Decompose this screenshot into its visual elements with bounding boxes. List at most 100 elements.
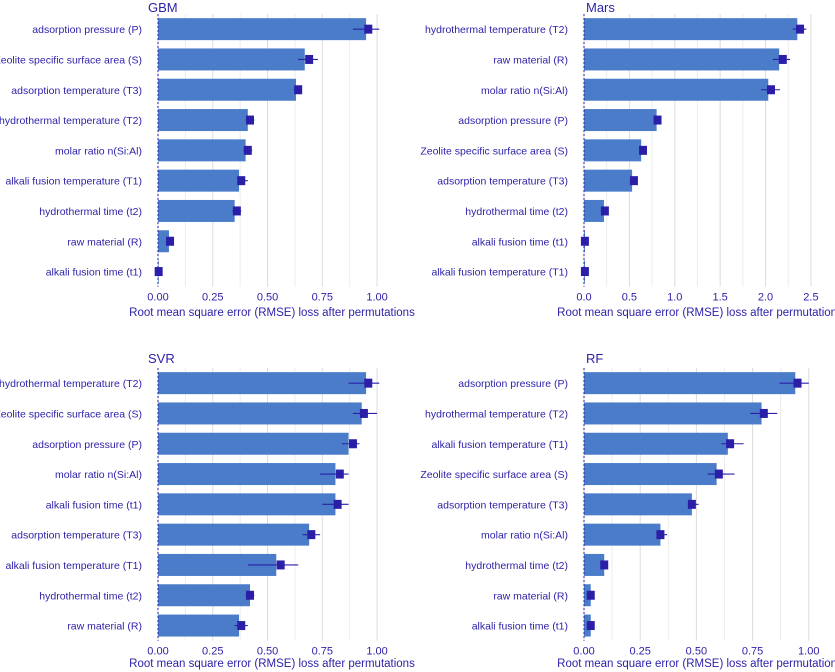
bar bbox=[158, 463, 336, 486]
point-marker bbox=[333, 499, 342, 509]
category-label: alkali fusion time (t1) bbox=[46, 499, 142, 511]
point-marker bbox=[364, 24, 373, 34]
x-tick-label: 0.25 bbox=[202, 292, 223, 304]
x-tick-label: 0.75 bbox=[742, 646, 763, 658]
panel-mars-xlabel: Root mean square error (RMSE) loss after… bbox=[557, 307, 835, 319]
category-label: hydrothermal temperature (T2) bbox=[425, 24, 568, 36]
bar bbox=[584, 78, 769, 101]
point-marker bbox=[154, 267, 163, 277]
point-marker bbox=[586, 621, 595, 631]
bar bbox=[158, 199, 235, 222]
point-marker bbox=[246, 115, 254, 125]
panel-rf-title: RF bbox=[586, 351, 603, 366]
category-label: Zeolite specific surface area (S) bbox=[420, 469, 568, 481]
category-label: alkali fusion temperature (T1) bbox=[431, 439, 568, 451]
category-label: molar ratio n(Si:Al) bbox=[481, 530, 568, 542]
point-marker bbox=[305, 54, 314, 64]
point-marker bbox=[294, 85, 303, 95]
bar bbox=[158, 553, 277, 576]
point-marker bbox=[586, 590, 595, 600]
point-marker bbox=[629, 176, 638, 186]
bar bbox=[158, 139, 246, 162]
point-marker bbox=[246, 590, 254, 600]
bar bbox=[158, 18, 367, 41]
x-tick-label: 1.0 bbox=[667, 292, 682, 304]
x-tick-label: 0.50 bbox=[686, 646, 707, 658]
bar bbox=[158, 614, 240, 637]
category-label: adsorption temperature (T3) bbox=[437, 499, 568, 511]
category-label: hydrothermal temperature (T2) bbox=[0, 378, 142, 390]
panel-mars-title: Mars bbox=[586, 0, 615, 15]
category-label: hydrothermal time (t2) bbox=[465, 206, 568, 218]
category-label: adsorption pressure (P) bbox=[32, 24, 142, 36]
point-marker bbox=[600, 560, 609, 570]
point-marker bbox=[276, 560, 285, 570]
panel-gbm-title: GBM bbox=[148, 0, 178, 15]
point-marker bbox=[243, 145, 252, 155]
bar bbox=[158, 230, 169, 253]
point-marker bbox=[796, 24, 805, 34]
point-marker bbox=[656, 530, 665, 540]
bar bbox=[158, 169, 240, 192]
bar bbox=[158, 432, 349, 455]
category-label: raw material (R) bbox=[493, 590, 568, 602]
point-marker bbox=[639, 145, 647, 155]
panel-svr: SVR 0.00 0.25 0.50 0.75 1.00 hydrothermal tem… bbox=[0, 351, 415, 670]
bar bbox=[158, 402, 362, 425]
point-marker bbox=[580, 236, 589, 246]
point-marker bbox=[778, 54, 787, 64]
category-label: molar ratio n(Si:Al) bbox=[55, 145, 142, 157]
panel-rf-xlabel: Root mean square error (RMSE) loss after… bbox=[557, 658, 835, 670]
bar bbox=[584, 199, 604, 222]
category-label: raw material (R) bbox=[67, 621, 142, 633]
point-marker bbox=[714, 469, 723, 479]
category-label: alkali fusion temperature (T1) bbox=[5, 176, 142, 188]
bar bbox=[584, 372, 796, 395]
point-marker bbox=[653, 115, 662, 125]
category-label: adsorption pressure (P) bbox=[458, 378, 568, 390]
x-tick-label: 0.75 bbox=[312, 292, 333, 304]
point-marker bbox=[687, 499, 696, 509]
panel-gbm-xlabel: Root mean square error (RMSE) loss after… bbox=[129, 307, 415, 319]
point-marker bbox=[580, 267, 589, 277]
x-tick-label: 0.00 bbox=[573, 646, 594, 658]
bar bbox=[584, 18, 798, 41]
category-label: adsorption temperature (T3) bbox=[11, 85, 142, 97]
x-tick-label: 1.00 bbox=[798, 646, 819, 658]
category-label: Zeolite specific surface area (S) bbox=[420, 145, 568, 157]
bar bbox=[158, 372, 367, 395]
bar bbox=[158, 493, 336, 516]
category-label: adsorption temperature (T3) bbox=[437, 176, 568, 188]
x-tick-label: 0.75 bbox=[312, 646, 333, 658]
category-label: Zeolite specific surface area (S) bbox=[0, 408, 142, 420]
bar bbox=[584, 432, 728, 455]
category-label: alkali fusion temperature (T1) bbox=[5, 560, 142, 572]
point-marker bbox=[335, 469, 344, 479]
category-label: molar ratio n(Si:Al) bbox=[55, 469, 142, 481]
category-label: alkali fusion temperature (T1) bbox=[431, 267, 568, 279]
point-marker bbox=[359, 408, 368, 418]
point-marker bbox=[364, 378, 373, 388]
point-marker bbox=[793, 378, 802, 388]
x-tick-label: 1.00 bbox=[366, 646, 387, 658]
point-marker bbox=[166, 236, 175, 246]
bar bbox=[584, 139, 642, 162]
category-label: adsorption pressure (P) bbox=[458, 115, 568, 127]
x-tick-label: 0.25 bbox=[202, 646, 223, 658]
panel-gbm: GBM 0.00 0.25 0.50 0.75 1.00 adsorption press… bbox=[0, 0, 415, 319]
bar bbox=[584, 169, 633, 192]
panel-svr-title: SVR bbox=[148, 351, 175, 366]
category-label: raw material (R) bbox=[67, 236, 142, 248]
bar bbox=[584, 463, 717, 486]
bar bbox=[584, 553, 605, 576]
x-tick-label: 0.00 bbox=[147, 646, 168, 658]
category-label: hydrothermal time (t2) bbox=[39, 590, 142, 602]
category-label: Zeolite specific surface area (S) bbox=[0, 54, 142, 66]
x-tick-label: 0.25 bbox=[629, 646, 650, 658]
point-marker bbox=[766, 85, 775, 95]
panel-rf: RF 0.00 0.25 0.50 0.75 1.00 adsorption pressu… bbox=[420, 351, 835, 670]
bar bbox=[158, 109, 248, 132]
bar bbox=[584, 493, 692, 516]
category-label: adsorption pressure (P) bbox=[32, 439, 142, 451]
